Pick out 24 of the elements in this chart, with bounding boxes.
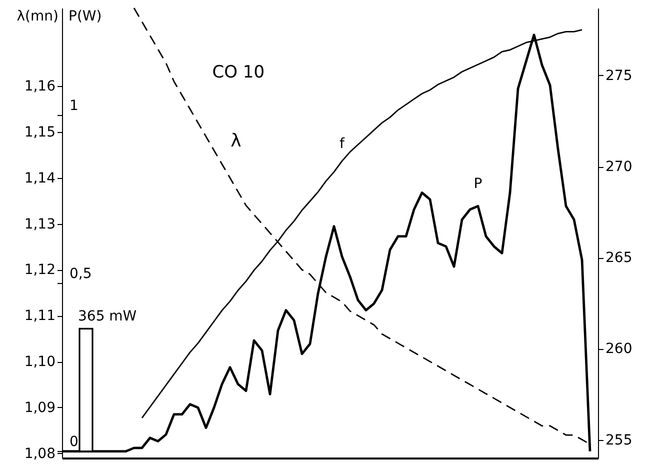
y3-axis-title: P(W) [68,8,102,24]
y2-tick-label: 275 [606,68,632,84]
y2-tick-label: 260 [606,341,632,358]
y-tick-label: 1,15 [24,124,56,140]
text: CO 10 [212,62,265,82]
series-label: f [340,136,346,152]
y2-tick-label: 265 [606,250,632,266]
y-tick-label: 1,08 [24,446,56,462]
series-label: P [474,176,482,192]
y3-tick-label: 1 [70,98,78,114]
annotation: 365 mW [78,308,137,325]
y2-tick-label: 255 [606,432,632,448]
y-tick-label: 1,16 [24,78,56,95]
y-tick-label: 1,11 [24,308,56,324]
y-axis-title: λ(mn) [16,8,58,24]
y-tick-label: 1,10 [24,354,56,370]
y-tick-label: 1,13 [24,216,56,232]
y2-tick-label: 270 [606,159,632,175]
y-tick-label: 1,14 [24,170,56,186]
y3-tick-label: 0,5 [70,266,92,282]
y3-tick-label: 0 [70,434,78,450]
y-tick-label: 1,09 [24,400,56,416]
series-label: λ [230,130,242,152]
y-tick-label: 1,12 [24,262,56,278]
